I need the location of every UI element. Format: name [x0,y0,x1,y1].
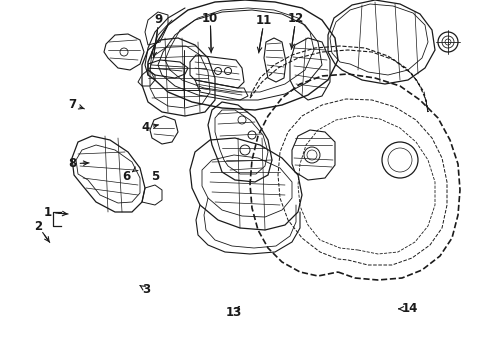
Text: 9: 9 [155,13,163,26]
Text: 1: 1 [44,206,52,219]
Text: 3: 3 [142,283,150,296]
Text: 13: 13 [225,306,242,319]
Text: 7: 7 [68,98,76,111]
Text: 2: 2 [34,220,42,233]
Text: 12: 12 [287,12,304,25]
Text: 14: 14 [401,302,417,315]
Text: 11: 11 [255,14,272,27]
Text: 8: 8 [68,157,76,170]
Text: 6: 6 [122,170,130,183]
Text: 4: 4 [142,121,149,134]
Text: 10: 10 [202,12,218,24]
Text: 5: 5 [151,170,159,183]
